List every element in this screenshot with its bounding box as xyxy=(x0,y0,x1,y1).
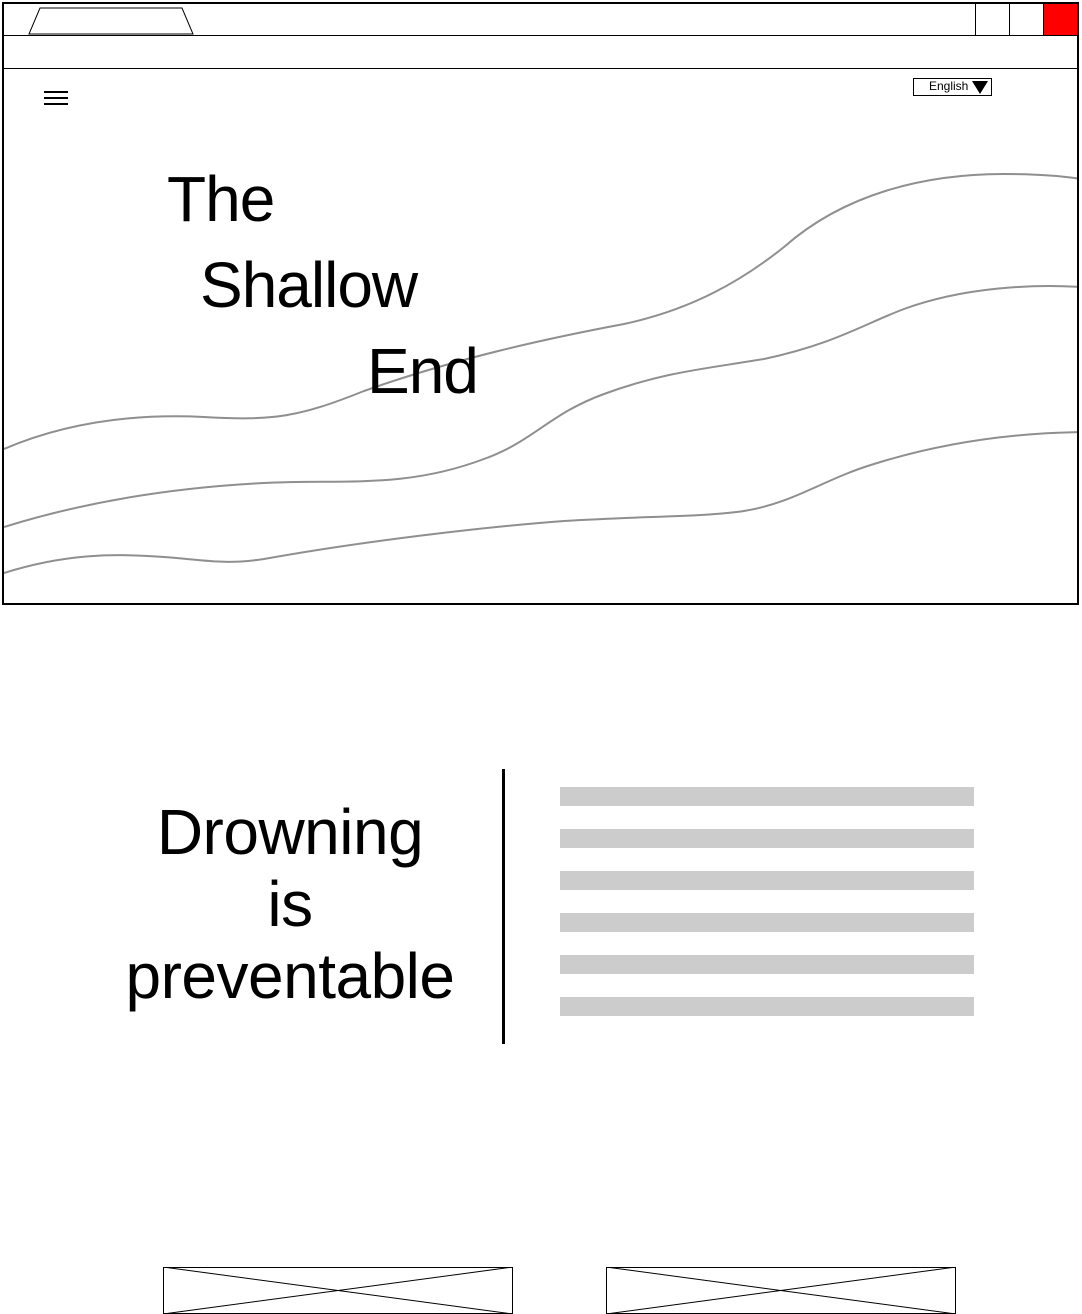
language-selected-label: English xyxy=(929,79,969,93)
intro-headline: Drowning is preventable xyxy=(100,796,480,1012)
image-placeholder-left xyxy=(163,1267,513,1314)
close-button[interactable] xyxy=(1043,4,1077,35)
hero-title-line-1: The xyxy=(167,163,275,235)
intro-headline-line-2: is xyxy=(267,868,313,940)
language-select[interactable]: English xyxy=(913,78,992,96)
wave-line-middle xyxy=(4,285,1077,528)
image-placeholder-right xyxy=(606,1267,956,1314)
minimize-button[interactable] xyxy=(975,4,1009,35)
placeholder-text-line xyxy=(560,955,974,974)
page-viewport: English The Shallow End xyxy=(4,69,1077,603)
vertical-divider xyxy=(502,769,505,1044)
wave-line-top xyxy=(4,172,1077,450)
wave-line-bottom xyxy=(4,431,1077,574)
placeholder-text-line xyxy=(560,871,974,890)
intro-headline-line-1: Drowning xyxy=(156,796,424,868)
browser-window: English The Shallow End xyxy=(2,2,1079,605)
intro-headline-line-3: preventable xyxy=(125,940,455,1012)
placeholder-text-line xyxy=(560,829,974,848)
placeholder-paragraph xyxy=(560,787,974,1039)
hero-title-line-2: Shallow xyxy=(200,249,418,321)
title-bar xyxy=(4,4,1077,36)
hero-title-line-3: End xyxy=(367,335,479,407)
address-bar[interactable] xyxy=(4,36,1077,69)
placeholder-text-line xyxy=(560,913,974,932)
placeholder-text-line xyxy=(560,997,974,1016)
wave-background xyxy=(4,172,1077,574)
triangle-down-icon xyxy=(972,81,988,94)
placeholder-text-line xyxy=(560,787,974,806)
browser-tab[interactable] xyxy=(28,7,194,35)
hamburger-icon[interactable] xyxy=(44,91,68,107)
maximize-button[interactable] xyxy=(1009,4,1043,35)
